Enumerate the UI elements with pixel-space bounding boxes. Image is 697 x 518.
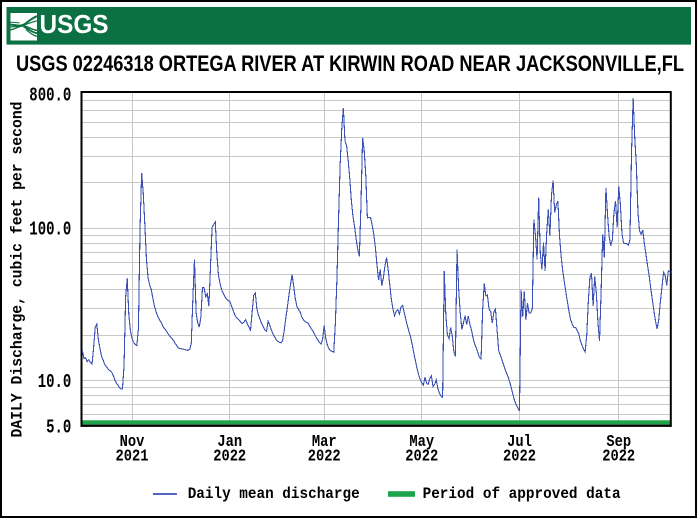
svg-text:Nov: Nov [120,433,145,452]
svg-text:Mar: Mar [312,433,337,452]
svg-text:Period of approved data: Period of approved data [423,485,621,503]
svg-text:USGS 02246318 ORTEGA RIVER AT: USGS 02246318 ORTEGA RIVER AT KIRWIN ROA… [16,51,684,76]
svg-text:USGS: USGS [40,9,109,39]
svg-text:100.0: 100.0 [29,219,71,241]
svg-text:Sep: Sep [606,433,631,452]
svg-text:2022: 2022 [503,447,536,466]
svg-text:5.0: 5.0 [46,417,71,439]
svg-text:10.0: 10.0 [38,371,72,393]
svg-text:Daily mean discharge: Daily mean discharge [188,485,360,503]
svg-text:May: May [409,433,434,452]
svg-text:2022: 2022 [405,447,438,466]
svg-text:2022: 2022 [308,447,341,466]
svg-text:Jul: Jul [507,433,532,452]
svg-text:DAILY Discharge, cubic feet pe: DAILY Discharge, cubic feet per second [9,102,27,438]
svg-text:800.0: 800.0 [29,84,71,106]
svg-text:2022: 2022 [602,447,635,466]
svg-text:Jan: Jan [217,433,242,452]
svg-text:2022: 2022 [213,447,246,466]
svg-text:2021: 2021 [116,447,149,466]
